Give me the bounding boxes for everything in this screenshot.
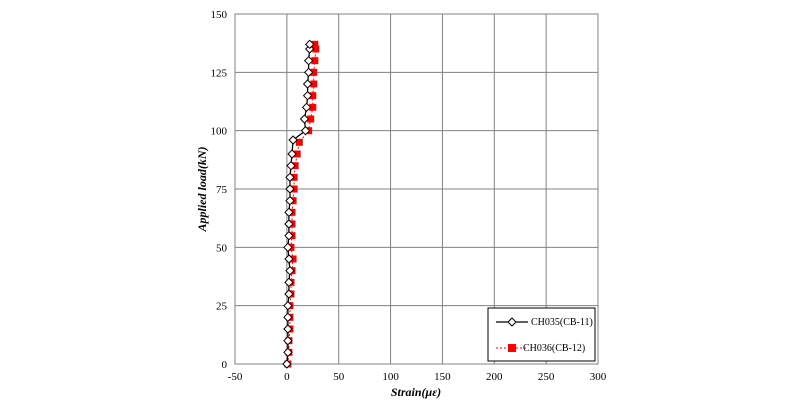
legend-box — [487, 307, 596, 362]
data-point-diamond — [303, 67, 314, 78]
legend-label-ch036: CH036(CB-12) — [523, 343, 585, 354]
data-point-diamond — [283, 312, 293, 323]
data-point-square — [310, 80, 318, 88]
data-point-diamond — [304, 39, 315, 50]
data-point-diamond — [282, 359, 292, 369]
x-tick-label: 100 — [382, 371, 399, 383]
data-point-diamond — [286, 160, 296, 171]
data-point-diamond — [288, 135, 298, 145]
plot-area-border — [234, 13, 599, 365]
data-point-square — [307, 115, 315, 123]
x-tick-label: 300 — [590, 371, 607, 383]
data-point-square — [309, 92, 317, 100]
x-tick-label: 0 — [284, 371, 290, 383]
legend-marker-ch035 — [507, 317, 517, 327]
legend-label-ch035: CH035(CB-11) — [531, 317, 593, 328]
data-point-diamond — [285, 172, 295, 183]
series-0 — [282, 39, 315, 369]
data-point-diamond — [302, 79, 313, 89]
data-point-diamond — [300, 125, 311, 136]
x-tick-label: 50 — [333, 371, 345, 383]
legend: CH035(CB-11) CH036(CB-12) — [487, 307, 596, 362]
data-point-diamond — [284, 207, 294, 218]
data-point-diamond — [284, 219, 294, 229]
y-tick-label: 100 — [211, 126, 228, 138]
data-point-diamond — [301, 102, 312, 113]
x-tick-label: 150 — [434, 371, 451, 383]
data-point-diamond — [287, 149, 297, 159]
data-point-square — [309, 103, 317, 111]
y-tick-label: 50 — [216, 242, 228, 254]
x-tick-label: 200 — [486, 371, 503, 383]
data-point-diamond — [302, 90, 313, 101]
x-tick-label: -50 — [228, 371, 243, 383]
y-tick-label: 25 — [216, 301, 228, 313]
data-point-square — [293, 150, 301, 158]
data-point-diamond — [285, 184, 295, 194]
data-point-diamond — [283, 300, 293, 311]
y-tick-label: 150 — [211, 9, 228, 21]
data-point-diamond — [283, 335, 293, 346]
y-tick-label: 125 — [211, 67, 228, 79]
data-point-square — [310, 68, 318, 76]
data-point-square — [311, 40, 319, 48]
y-tick-labels: 0 25 50 75 100 125 150 — [211, 9, 228, 371]
y-tick-label: 75 — [216, 184, 228, 196]
data-point-diamond — [283, 324, 293, 334]
data-point-diamond — [285, 195, 295, 206]
data-point-square — [312, 45, 320, 53]
data-point-diamond — [303, 55, 314, 66]
data-point-diamond — [283, 242, 293, 253]
data-point-diamond — [284, 230, 294, 241]
data-point-diamond — [283, 347, 293, 358]
x-axis-title: Strain(με) — [391, 385, 441, 399]
y-axis-title: Applied load(kN) — [195, 147, 209, 233]
x-tick-labels: -50 0 50 100 150 200 250 300 — [228, 371, 607, 383]
data-point-diamond — [284, 254, 294, 264]
data-point-diamond — [284, 289, 294, 299]
data-point-square — [311, 57, 319, 65]
data-point-diamond — [284, 277, 294, 288]
data-point-square — [295, 138, 303, 146]
series-line — [287, 44, 317, 365]
data-point-diamond — [299, 114, 310, 124]
legend-marker-ch036 — [508, 344, 516, 352]
y-tick-label: 0 — [222, 359, 228, 371]
series-layer — [282, 39, 320, 369]
x-tick-label: 250 — [538, 371, 555, 383]
data-point-diamond — [285, 265, 295, 276]
